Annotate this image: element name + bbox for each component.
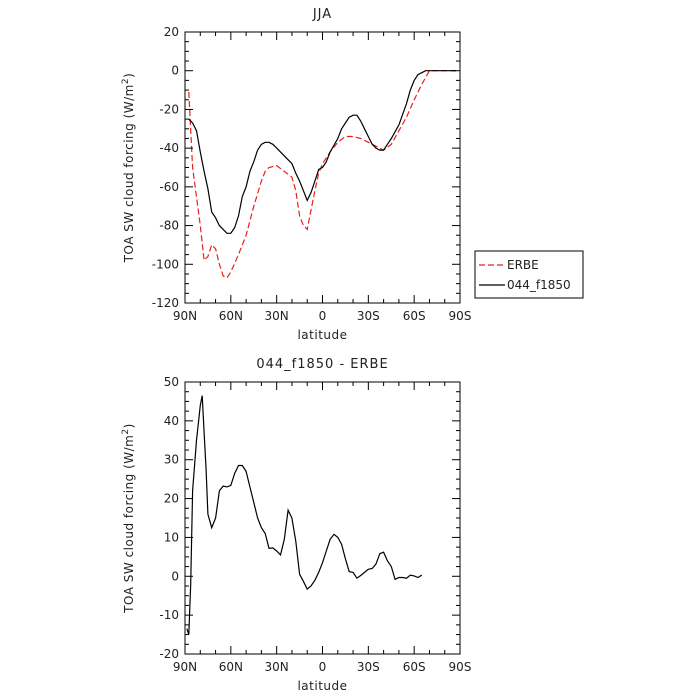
chart-title: JJA: [312, 7, 332, 22]
series-line-diff-1: [186, 395, 423, 635]
x-tick-label: 60S: [403, 660, 426, 674]
legend-label: ERBE: [507, 258, 539, 272]
y-tick-label: -20: [159, 102, 179, 116]
x-tick-label: 90N: [173, 660, 197, 674]
legend-box: [474, 250, 584, 299]
y-axis-label-end: ): [122, 423, 136, 428]
y-tick-label: 50: [164, 375, 179, 389]
x-tick-label: 60N: [219, 660, 243, 674]
y-axis-label: TOA SW cloud forcing (W/m2): [121, 73, 136, 264]
y-tick-label: -10: [159, 608, 179, 622]
x-tick-label: 30N: [265, 309, 289, 323]
y-tick-label: 10: [164, 530, 179, 544]
y-tick-label: 30: [164, 453, 179, 467]
y-axis-label-superscript: 2: [121, 428, 131, 434]
y-tick-label: 20: [164, 25, 179, 39]
series-line-044-f1850: [188, 70, 457, 234]
y-tick-label: -120: [152, 296, 179, 310]
y-axis-label-end: ): [122, 73, 136, 78]
x-tick-label: 30N: [265, 660, 289, 674]
x-tick-label: 30S: [357, 660, 380, 674]
x-tick-label: 60N: [219, 309, 243, 323]
y-axis-label-superscript: 2: [121, 78, 131, 84]
y-axis-label-text: TOA SW cloud forcing (W/m: [122, 84, 136, 263]
y-tick-label: 0: [171, 569, 179, 583]
x-tick-label: 0: [319, 309, 327, 323]
x-axis-label: latitude: [297, 328, 347, 342]
x-axis-label: latitude: [297, 679, 347, 693]
x-tick-label: 60S: [403, 309, 426, 323]
chart-panel-1: JJA -120 -100 -80 -60 -40 -20 0 20 90N 60N 30N 0 30S 6…: [121, 7, 584, 342]
y-tick-label: -80: [159, 219, 179, 233]
y-tick-label: -60: [159, 180, 179, 194]
x-tick-label: 0: [319, 660, 327, 674]
y-tick-label: -40: [159, 141, 179, 155]
x-tick-label: 90N: [173, 309, 197, 323]
y-tick-label: 40: [164, 414, 179, 428]
legend: ERBE 044_f1850: [474, 250, 584, 299]
y-axis-label: TOA SW cloud forcing (W/m2): [121, 423, 136, 614]
y-tick-label: -100: [152, 257, 179, 271]
y-axis-label-text: TOA SW cloud forcing (W/m: [122, 435, 136, 614]
x-tick-label: 30S: [357, 309, 380, 323]
legend-label: 044_f1850: [507, 278, 571, 292]
plot-frame: [184, 381, 461, 655]
y-tick-label: 0: [171, 64, 179, 78]
x-tick-label: 90S: [449, 660, 472, 674]
x-tick-label: 90S: [449, 309, 472, 323]
series-line-erbe: [188, 70, 457, 279]
y-tick-label: 20: [164, 492, 179, 506]
chart-title: 044_f1850 - ERBE: [256, 357, 388, 372]
y-tick-label: -20: [159, 647, 179, 661]
